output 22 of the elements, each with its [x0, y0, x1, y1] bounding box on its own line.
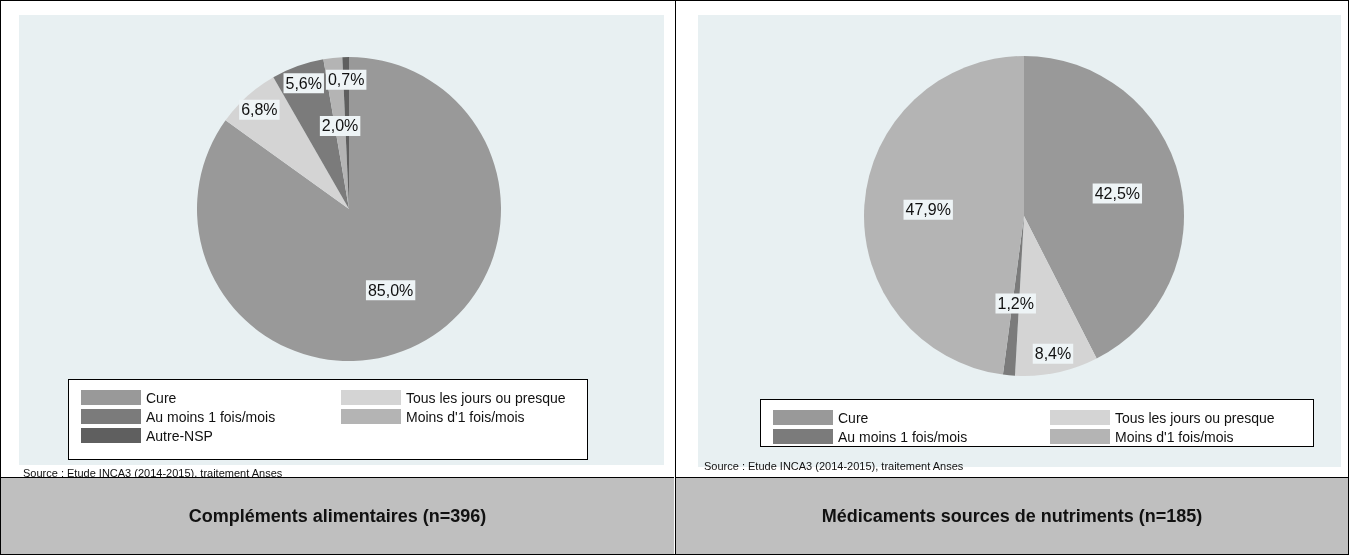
- legend-label: Cure: [146, 389, 177, 406]
- legend-label: Tous les jours ou presque: [406, 389, 566, 406]
- data-label: 2,0%: [321, 117, 359, 135]
- legend-label: Au moins 1 fois/mois: [146, 408, 276, 425]
- data-label: 6,8%: [241, 101, 278, 119]
- source-note: Source : Etude INCA3 (2014-2015), traitement Anses: [704, 460, 964, 472]
- legend-label: Cure: [838, 409, 869, 426]
- data-label: 8,4%: [1034, 345, 1072, 363]
- data-label: 0,7%: [327, 71, 365, 89]
- data-label: 5,6%: [285, 74, 322, 92]
- data-label: 42,5%: [1094, 185, 1141, 203]
- text: Médicaments sources de nutriments (n=185): [676, 477, 1348, 554]
- legend-label: Au moins 1 fois/mois: [838, 428, 968, 445]
- data-label: 47,9%: [905, 201, 951, 219]
- legend-label: Moins d'1 fois/mois: [1115, 428, 1234, 445]
- data-label: 1,2%: [997, 295, 1034, 313]
- source-note: Source : Etude INCA3 (2014-2015), traitement Anses: [23, 467, 283, 479]
- legend-label: Autre-NSP: [146, 427, 213, 444]
- legend-label: Tous les jours ou presque: [1115, 409, 1275, 426]
- text: Compléments alimentaires (n=396): [188, 505, 487, 526]
- legend-label: Moins d'1 fois/mois: [406, 408, 525, 425]
- data-label: 85,0%: [367, 281, 414, 299]
